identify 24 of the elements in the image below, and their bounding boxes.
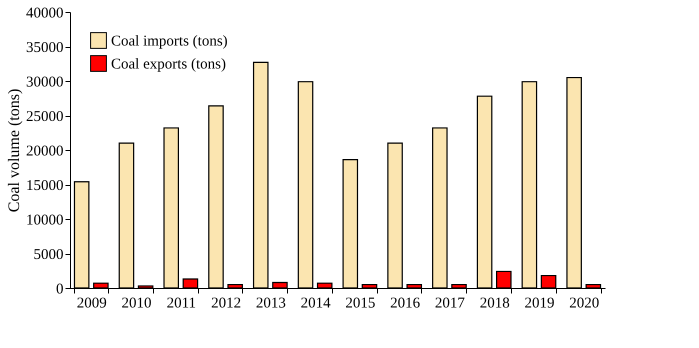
- x-tick-label: 2018: [480, 296, 510, 312]
- y-tick-label: 35000: [26, 40, 64, 56]
- x-tick-label: 2013: [256, 296, 286, 312]
- x-tick-label: 2009: [76, 296, 107, 312]
- y-tick-label: 30000: [26, 74, 64, 90]
- x-tick-label: 2011: [166, 296, 196, 312]
- y-tick-label: 10000: [26, 212, 64, 228]
- legend-label: Coal imports (tons): [111, 34, 228, 50]
- y-tick-label: 15000: [26, 178, 64, 194]
- x-tick-label: 2012: [211, 296, 242, 312]
- y-tick-label: 25000: [26, 109, 64, 125]
- x-tick-label: 2016: [390, 296, 421, 312]
- y-tick-label: 0: [56, 282, 64, 298]
- x-tick-label: 2010: [122, 296, 152, 312]
- y-axis-title: Coal volume (tons): [6, 88, 23, 212]
- x-tick-label: 2019: [524, 296, 554, 312]
- y-tick-label: 40000: [26, 6, 64, 22]
- x-tick-label: 2017: [434, 296, 466, 312]
- x-tick-label: 2014: [300, 296, 332, 312]
- x-tick-label: 2020: [569, 296, 600, 312]
- legend-label: Coal exports (tons): [111, 56, 226, 72]
- x-tick-label: 2015: [345, 296, 376, 312]
- y-tick-label: 20000: [26, 144, 64, 160]
- y-tick-label: 5000: [34, 247, 64, 263]
